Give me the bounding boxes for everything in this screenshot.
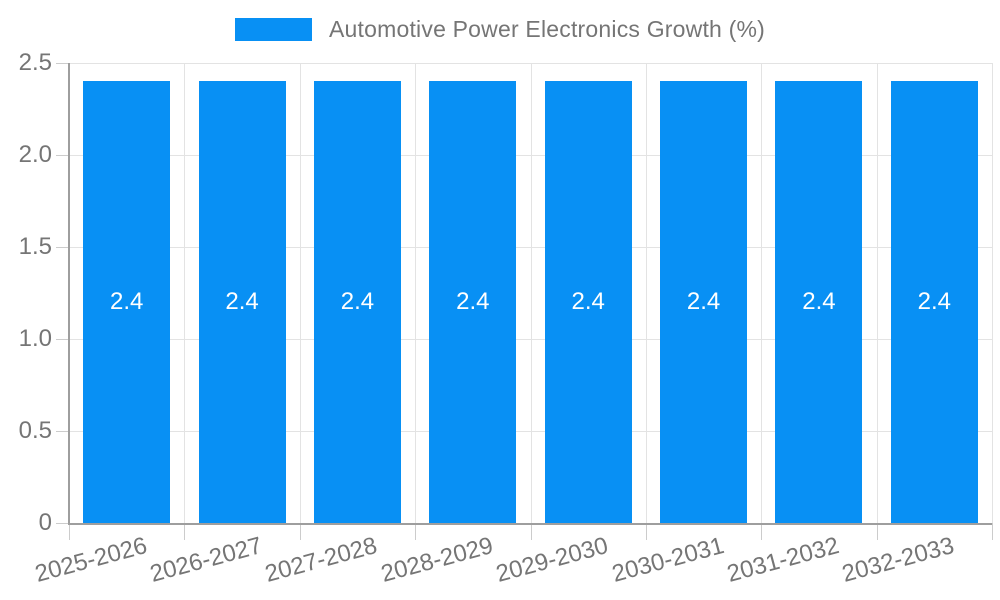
- gridline-x: [415, 63, 417, 523]
- x-axis-tick: [69, 523, 70, 540]
- bar: [775, 81, 863, 523]
- bar-value-label: 2.4: [802, 288, 836, 316]
- y-axis-line: [68, 63, 70, 523]
- bar-value-label: 2.4: [340, 288, 375, 316]
- y-axis-tick: [56, 247, 69, 248]
- y-axis-label: 0: [38, 509, 52, 536]
- gridline-x: [992, 63, 993, 523]
- bar: [890, 81, 978, 523]
- bar: [83, 81, 171, 523]
- y-axis-label: 2.0: [18, 141, 52, 168]
- bar-value-label: 2.4: [456, 288, 490, 316]
- gridline-x: [761, 63, 763, 523]
- bar: [660, 81, 748, 523]
- x-axis-line: [68, 523, 992, 525]
- bar-value-label: 2.4: [571, 288, 605, 316]
- gridline-x: [184, 63, 186, 523]
- y-axis-tick: [56, 523, 69, 524]
- x-axis-tick: [530, 523, 532, 540]
- bar-value-label: 2.4: [225, 288, 259, 316]
- legend-swatch: [235, 18, 312, 41]
- x-axis-tick: [184, 523, 186, 540]
- x-axis-tick: [761, 523, 763, 540]
- bar-value-label: 2.4: [686, 288, 721, 316]
- y-axis-tick: [56, 339, 69, 340]
- gridline-x: [530, 63, 532, 523]
- bar: [429, 81, 517, 523]
- x-axis-tick: [645, 523, 647, 540]
- legend-label: Automotive Power Electronics Growth (%): [329, 16, 765, 42]
- gridline-x: [645, 63, 647, 523]
- y-axis-tick: [56, 155, 69, 156]
- y-axis-label: 1.0: [18, 325, 52, 352]
- y-axis-label: 2.5: [18, 49, 52, 76]
- bar: [313, 81, 401, 523]
- gridline-x: [299, 63, 301, 523]
- bar-value-label: 2.4: [110, 288, 144, 316]
- x-axis-tick: [299, 523, 301, 540]
- y-axis-tick: [56, 431, 69, 432]
- x-axis-tick: [992, 523, 993, 540]
- gridline-x: [876, 63, 878, 523]
- x-axis-tick: [415, 523, 417, 540]
- y-axis-tick: [56, 63, 69, 64]
- bar-value-label: 2.4: [917, 288, 951, 316]
- bar: [544, 81, 632, 523]
- y-axis-label: 1.5: [18, 233, 52, 260]
- chart-legend: Automotive Power Electronics Growth (%): [0, 16, 1000, 43]
- x-axis-tick: [876, 523, 878, 540]
- y-axis-label: 0.5: [18, 417, 52, 444]
- bar: [198, 81, 286, 523]
